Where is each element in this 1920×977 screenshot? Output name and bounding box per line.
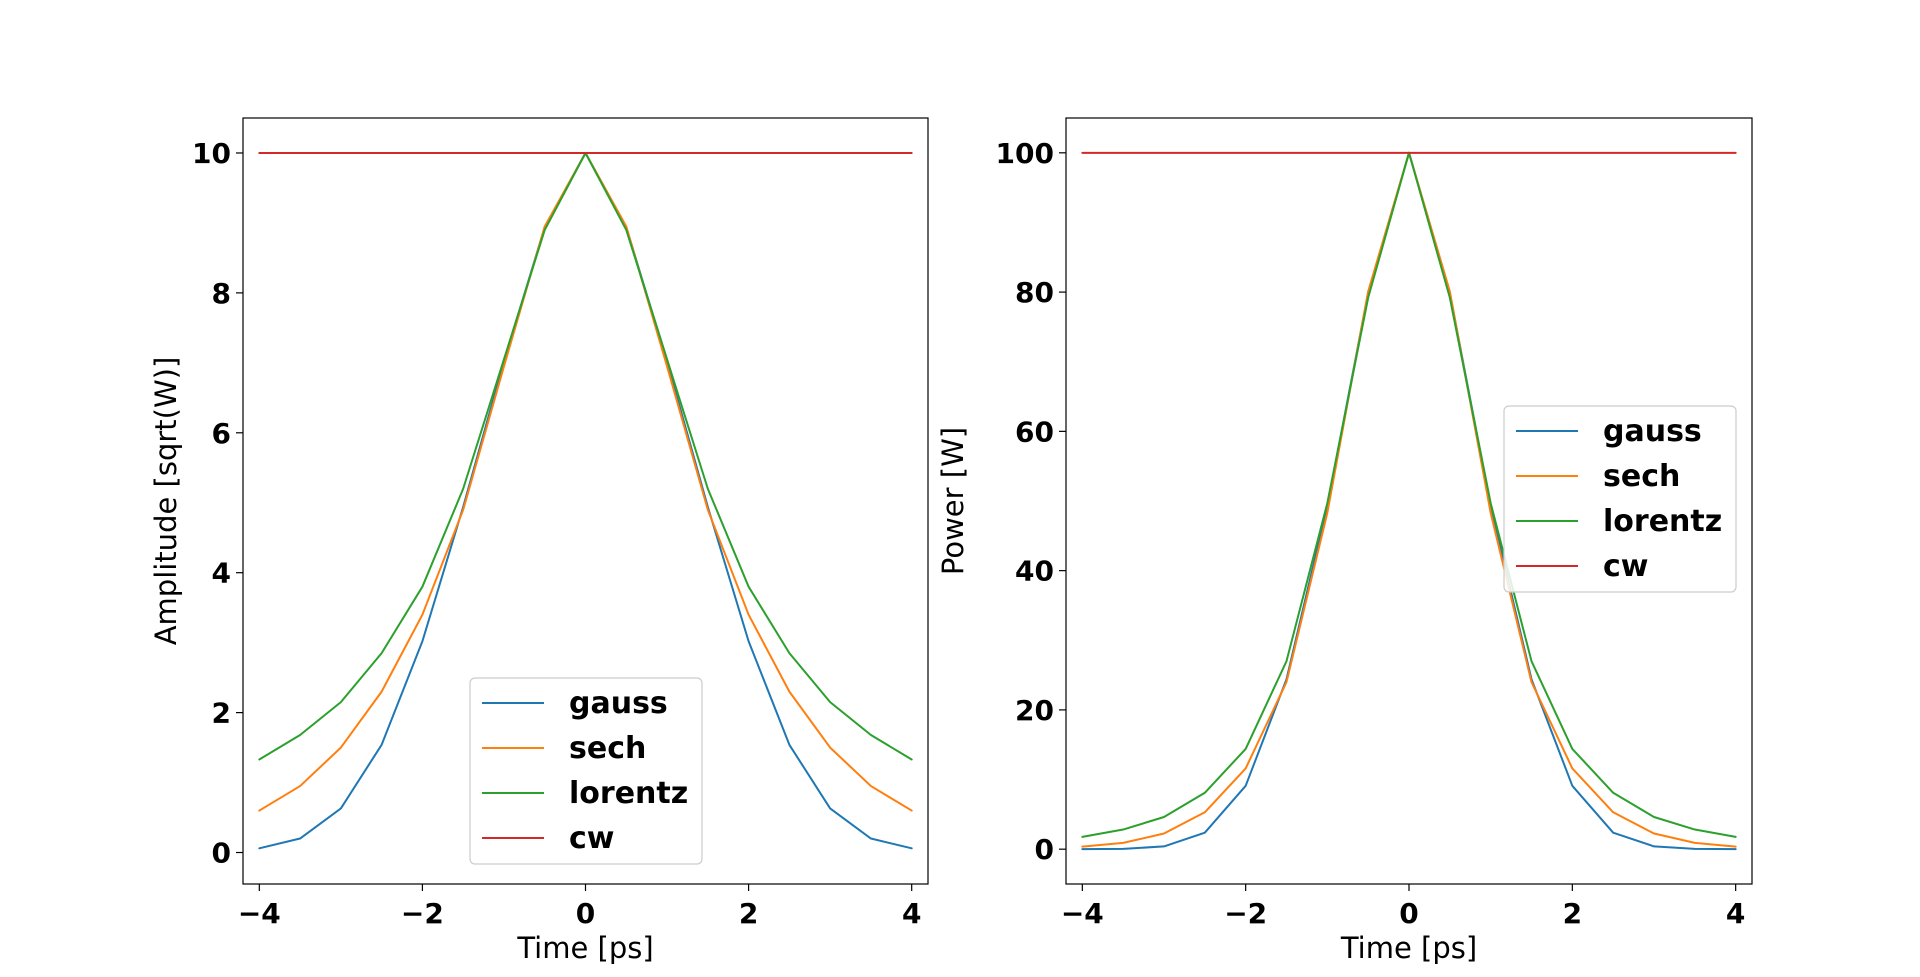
x-tick-label: 4 [1726,897,1745,930]
legend-label-cw: cw [1603,549,1649,584]
y-tick-label: 4 [212,557,231,590]
legend-label-lorentz: lorentz [569,776,688,811]
legend-label-gauss: gauss [1603,414,1702,449]
x-tick-label: −4 [1061,897,1104,930]
y-tick-label: 2 [212,697,231,730]
legend-label-sech: sech [569,731,646,766]
x-tick-label: −2 [401,897,444,930]
legend-label-lorentz: lorentz [1603,504,1722,539]
legend-box [469,677,703,865]
y-tick-label: 10 [192,137,231,170]
y-tick-label: 6 [212,417,231,450]
y-axis-title: Amplitude [sqrt(W)] [149,357,183,646]
x-tick-label: −4 [238,897,281,930]
legend: gauss sech lorentz cw [1503,405,1737,593]
y-tick-label: 20 [1015,694,1054,727]
series-line-lorentz [258,151,913,761]
legend: gauss sech lorentz cw [469,677,703,865]
y-tick-label: 40 [1015,555,1054,588]
x-tick-label: 4 [902,897,921,930]
y-tick-label: 80 [1015,276,1054,309]
chart-panel-1: −4 −2 0 2 4 0 2 4 6 8 10 Time [ps] Amplitude [sqrt(W… [149,117,929,965]
legend-label-gauss: gauss [569,686,668,721]
x-tick-label: −2 [1224,897,1267,930]
y-tick-label: 0 [1035,833,1054,866]
legend-box [1503,405,1737,593]
y-axis-title: Power [W] [936,427,970,575]
y-tick-label: 60 [1015,415,1054,448]
x-axis-title: Time [ps] [516,931,653,965]
y-tick-label: 8 [212,277,231,310]
x-tick-label: 0 [576,897,595,930]
x-tick-label: 0 [1399,897,1418,930]
x-axis-title: Time [ps] [1340,931,1477,965]
x-tick-label: 2 [739,897,758,930]
legend-label-cw: cw [569,821,615,856]
x-tick-label: 2 [1563,897,1582,930]
y-tick-label: 100 [996,137,1054,170]
legend-label-sech: sech [1603,459,1680,494]
y-tick-label: 0 [212,837,231,870]
